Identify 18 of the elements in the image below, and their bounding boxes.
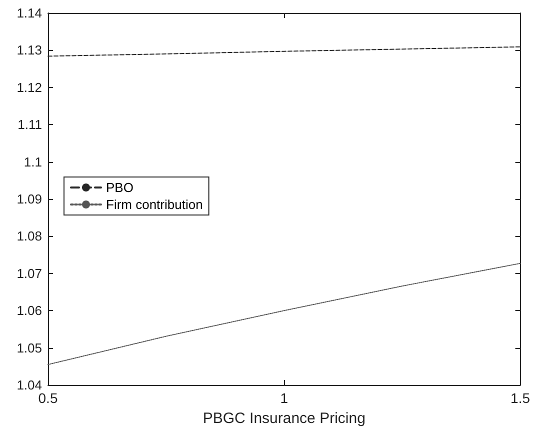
y-tick-label: 1.05 <box>16 340 42 356</box>
y-tick-label: 1.12 <box>16 80 42 95</box>
y-tick-label: 1.07 <box>16 266 42 281</box>
y-tick-label: 1.13 <box>16 42 42 58</box>
x-tick-label: 0.5 <box>38 390 58 406</box>
y-tick-label: 1.14 <box>16 6 42 20</box>
y-tick-label: 1.06 <box>16 303 42 318</box>
legend-label: Firm contribution <box>106 197 203 212</box>
y-tick-label: 1.08 <box>16 228 42 244</box>
x-axis-title: PBGC Insurance Pricing <box>202 410 366 427</box>
y-tick-label: 1.09 <box>16 192 42 206</box>
y-tick-label: 1.11 <box>18 117 42 132</box>
legend-label: PBO <box>106 180 134 195</box>
y-tick-label: 1.04 <box>16 378 42 392</box>
x-tick-label: 1.5 <box>510 390 530 406</box>
x-tick-label: 1 <box>280 390 288 406</box>
y-tick-label: 1.1 <box>24 154 42 170</box>
line-series <box>48 262 521 366</box>
